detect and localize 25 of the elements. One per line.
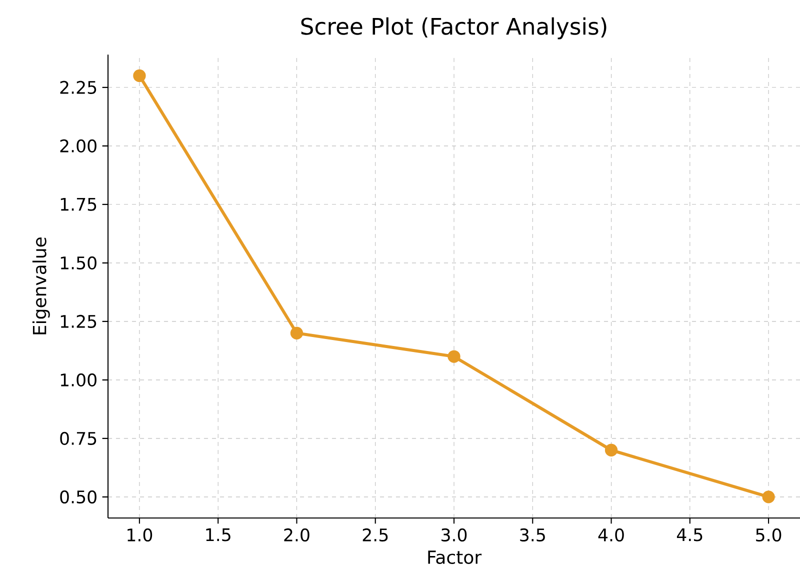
- x-tick-label: 2.5: [362, 528, 388, 542]
- x-tick-label: 2.0: [284, 528, 310, 542]
- x-tick-label: 1.0: [128, 528, 152, 542]
- point: [604, 444, 618, 456]
- x-tick-label: 4.5: [676, 528, 702, 542]
- y-tick-label: 1.50: [60, 256, 96, 270]
- x-tick-label: 1.5: [206, 528, 230, 542]
- y-axis-title: Eigenvalue: [32, 238, 50, 334]
- x-tick-label: 4.0: [598, 528, 624, 542]
- x-tick-label: 5.0: [756, 528, 782, 542]
- chart-title: Scree Plot (Factor Analysis): [301, 17, 606, 40]
- y-tick-label: 0.50: [60, 490, 96, 504]
- point: [290, 326, 304, 340]
- y-tick-label: 2.25: [60, 80, 96, 94]
- y-tick-label: 1.25: [60, 314, 96, 328]
- y-tick-label: 2.00: [60, 139, 96, 152]
- x-tick-label: 3.5: [520, 528, 545, 542]
- y-tick-label: 1.00: [60, 373, 96, 386]
- point: [448, 350, 460, 363]
- y-tick-label: 1.75: [60, 198, 96, 211]
- point: [762, 490, 775, 504]
- y-tick-label: 0.75: [60, 432, 96, 445]
- x-tick-label: 3.0: [442, 528, 467, 542]
- point: [133, 69, 146, 82]
- x-axis-title: Factor: [428, 550, 482, 564]
